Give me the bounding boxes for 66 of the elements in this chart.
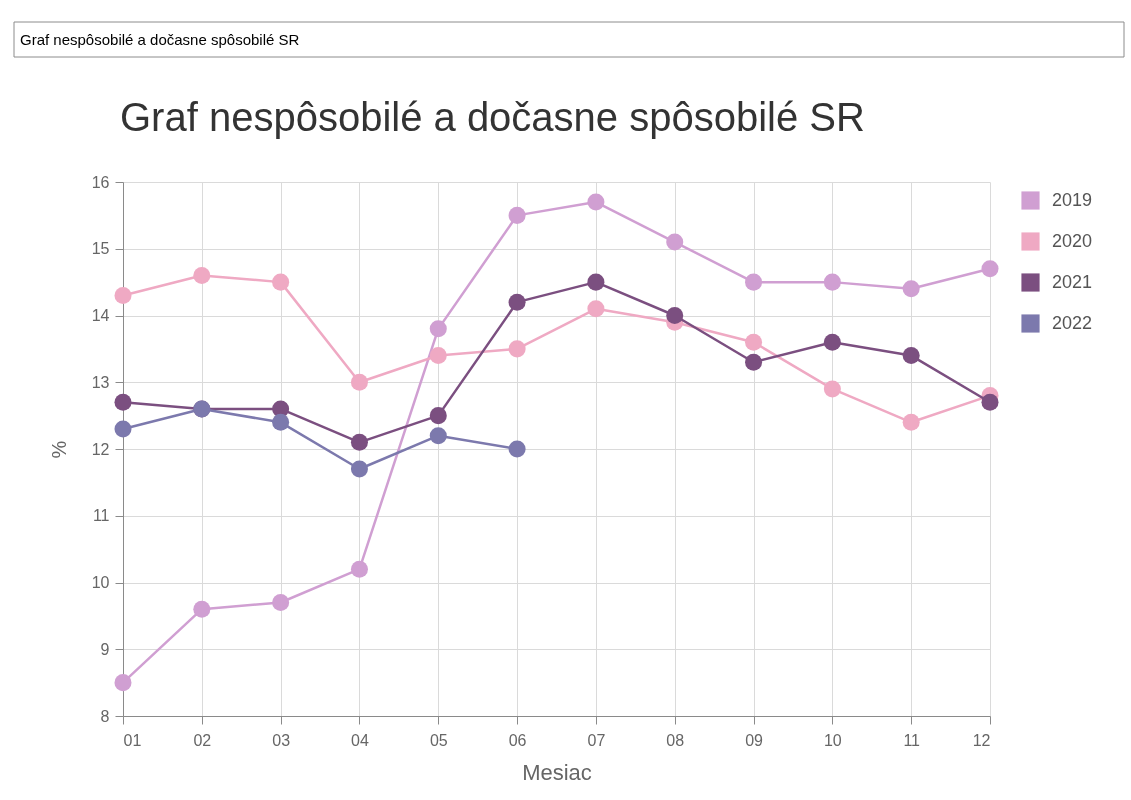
x-tick-label: 08 [666,731,685,749]
y-axis-title: % [47,440,70,459]
point [823,273,841,291]
x-tick-label: 11 [903,731,921,749]
point [114,420,132,438]
point [666,307,684,324]
y-tick-label: 12 [91,440,110,458]
point [902,280,920,298]
point [114,674,132,692]
point [981,260,999,278]
legend-label: 2021 [1052,271,1093,292]
x-tick-label: 09 [745,731,764,749]
point [114,286,132,304]
point [587,193,605,211]
point [745,273,763,291]
y-tick-label: 13 [91,373,110,391]
chart-title: Graf nespôsobilé a dočasne spôsobilé SR [120,95,865,139]
point [508,206,526,224]
x-tick-label: 12 [972,731,991,749]
y-tick-label: 16 [91,173,110,191]
point [429,427,447,445]
x-tick-label: 07 [587,731,606,749]
point [745,353,763,371]
point [745,333,763,351]
x-tick-label: 05 [429,731,448,749]
x-tick-label: 01 [123,731,142,749]
point [981,393,999,411]
point [508,293,526,311]
y-tick-label: 8 [100,707,110,725]
point [114,393,132,411]
point [823,333,841,351]
x-tick-label: 02 [193,731,212,749]
y-tick-label: 11 [92,507,110,525]
y-tick-label: 10 [91,574,110,591]
point [508,340,526,358]
point [666,233,684,251]
x-tick-label: 06 [508,731,527,749]
point [272,594,290,612]
point [429,407,447,425]
point [350,460,368,478]
legend-label: 2022 [1052,312,1093,333]
legend-label: 2019 [1052,189,1093,210]
point [429,320,447,338]
y-tick-label: 9 [100,640,110,658]
point [429,347,447,365]
point [272,273,290,291]
point [587,300,605,318]
point [350,560,368,578]
point [193,600,211,618]
point [823,380,841,398]
x-tick-label: 10 [823,731,842,749]
point [902,413,920,431]
text: Graf nespôsobilé a dočasne spôsobilé SR [20,31,300,48]
point [193,266,211,284]
x-tick-label: 04 [351,731,369,749]
y-tick-label: 15 [91,240,110,258]
x-tick-label: 03 [272,731,291,749]
point [272,413,290,431]
legend-label: 2020 [1052,230,1093,251]
point [587,273,605,291]
point [350,433,368,451]
y-tick-label: 14 [91,307,110,324]
point [508,440,526,458]
x-axis-title: Mesiac [522,759,592,785]
point [902,347,920,365]
point [350,373,368,391]
